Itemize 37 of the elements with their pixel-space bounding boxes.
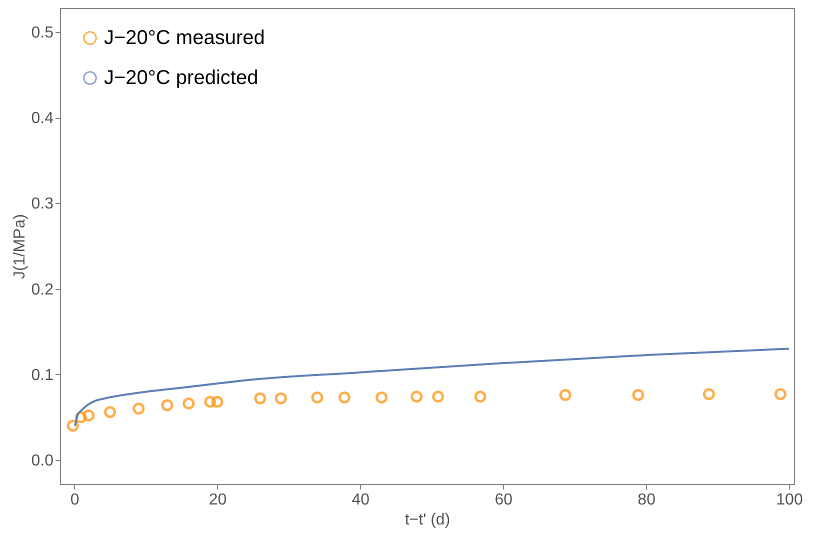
y-tick-label: 0.5 xyxy=(31,24,54,42)
point xyxy=(410,390,423,403)
y-axis-title: J(1/MPa) xyxy=(11,214,28,279)
x-tick-label: 100 xyxy=(776,492,803,508)
line-series xyxy=(74,348,790,427)
point xyxy=(376,392,388,404)
legend-label: J−20°C measured xyxy=(104,27,265,49)
y-tick-label: 0.4 xyxy=(31,110,54,128)
y-tick-label: 0.1 xyxy=(31,366,54,384)
x-tick-label: 60 xyxy=(494,492,513,508)
y-tick-label: 0.2 xyxy=(31,281,54,298)
x-axis-title: t−t' (d) xyxy=(404,512,450,528)
x-tick-label: 0 xyxy=(70,492,80,508)
point xyxy=(82,410,95,422)
point xyxy=(161,399,174,412)
point xyxy=(559,388,572,401)
point xyxy=(274,392,287,404)
point xyxy=(474,390,486,403)
point xyxy=(702,388,715,400)
point xyxy=(182,398,195,410)
point xyxy=(204,396,216,408)
point xyxy=(254,392,266,404)
point xyxy=(311,392,324,404)
y-tick-label: 0.0 xyxy=(31,452,54,470)
x-tick-label: 40 xyxy=(352,492,370,508)
y-tick-label: 0.3 xyxy=(31,196,54,213)
x-tick-label: 20 xyxy=(208,492,227,508)
point xyxy=(104,406,116,418)
point xyxy=(132,402,145,415)
point xyxy=(774,388,786,400)
point xyxy=(211,396,224,408)
x-tick-label: 80 xyxy=(638,492,656,508)
point xyxy=(66,420,79,432)
point xyxy=(632,388,644,401)
point xyxy=(432,390,444,403)
legend-label: J−20°C predicted xyxy=(104,67,258,89)
point xyxy=(338,392,350,404)
